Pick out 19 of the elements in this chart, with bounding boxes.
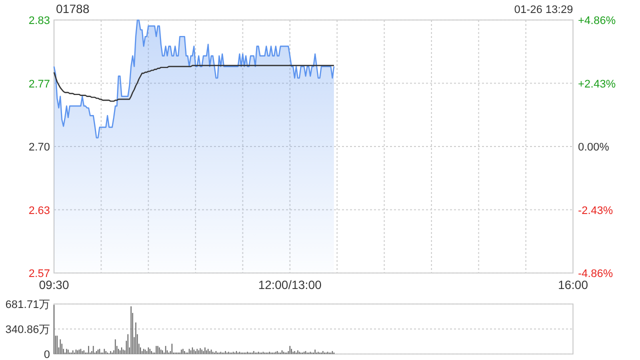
text: 01-26 13:29 (514, 4, 573, 16)
y2-tick-label: -4.86% (578, 268, 614, 280)
y2-tick-label: 0.00% (578, 142, 610, 154)
y2-tick-label: -2.43% (578, 204, 614, 217)
y-tick-label: 0 (44, 349, 50, 360)
y-tick-label: 681.71万 (5, 299, 50, 311)
x-tick-label: 16:00 (558, 278, 588, 292)
line-series (53, 64, 335, 102)
y-tick-label: 2.83 (28, 15, 50, 27)
y2-tick-label: +4.86% (578, 15, 616, 27)
y-tick-label: 2.63 (28, 204, 50, 217)
y-tick-label: 340.86万 (5, 324, 50, 336)
y2-tick-label: +2.43% (578, 78, 616, 90)
x-tick-label: 12:00/13:00 (258, 278, 322, 292)
x-tick-label: 09:30 (38, 278, 70, 292)
y-tick-label: 2.77 (28, 78, 50, 90)
chart-title: 01788 (56, 2, 90, 16)
y-tick-label: 2.57 (28, 268, 50, 280)
y-tick-label: 2.70 (28, 142, 50, 154)
